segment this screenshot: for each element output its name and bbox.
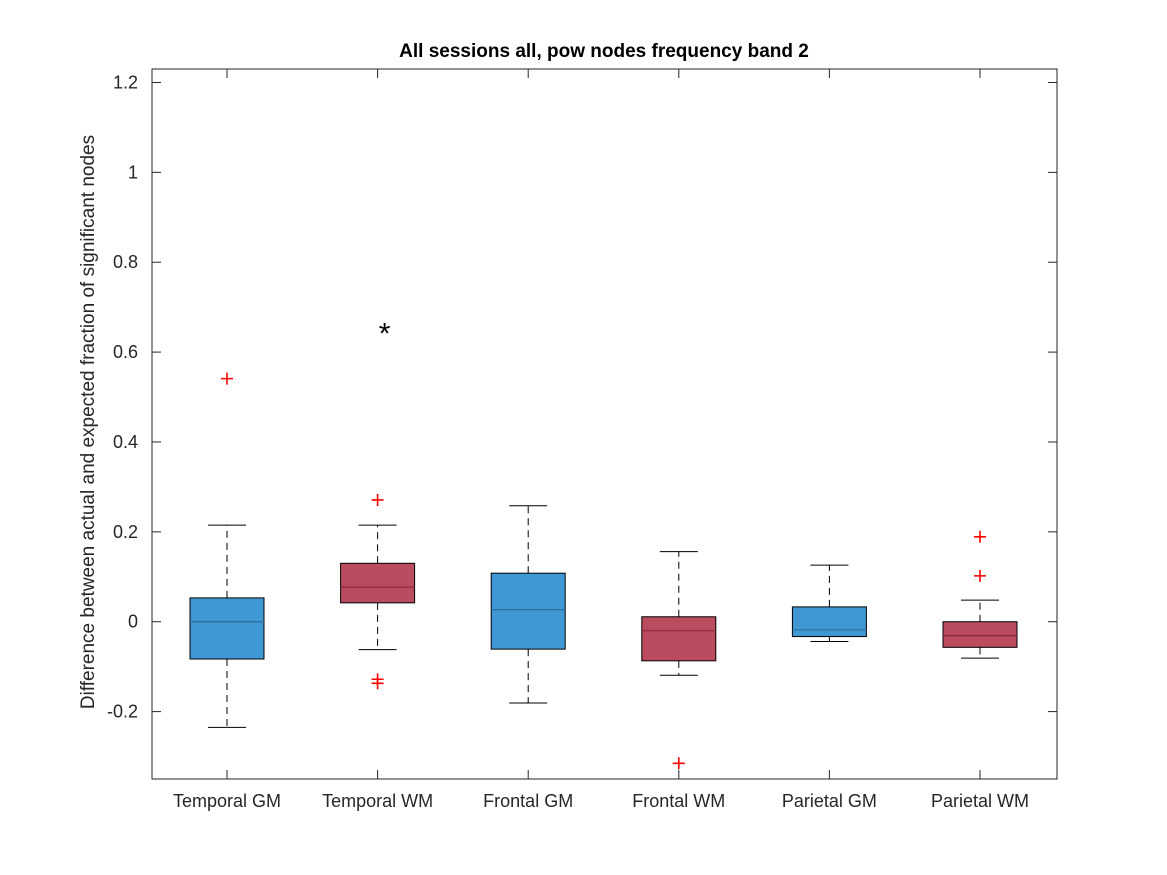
x-tick-label: Temporal GM: [173, 791, 281, 811]
axes-frame: [151, 68, 1058, 780]
y-tick-label: 0: [128, 612, 138, 632]
outlier-marker: [371, 677, 384, 690]
x-tick-label: Temporal WM: [322, 791, 433, 811]
box: [340, 562, 416, 604]
x-tick-label: Frontal WM: [632, 791, 725, 811]
y-tick-label: 1.2: [113, 72, 138, 92]
y-tick-label: 0.6: [113, 342, 138, 362]
chart-title: All sessions all, pow nodes frequency ba…: [399, 41, 809, 62]
plot-area: -0.2 0 0.2 0.4 0.6 0.8 1 1.2 Temporal GM Temporal…: [107, 68, 1058, 811]
y-tick-label: 0.2: [113, 522, 138, 542]
outlier-marker: [672, 757, 685, 770]
outlier-marker: [221, 372, 233, 385]
box: [791, 606, 867, 638]
y-tick-label: -0.2: [107, 702, 138, 722]
outlier-marker: [974, 530, 986, 543]
y-axis-label: Difference between actual and expected f…: [78, 135, 99, 709]
box: [490, 572, 566, 650]
x-tick-label: Parietal WM: [931, 791, 1029, 811]
y-tick-label: 0.4: [113, 432, 138, 452]
box: [189, 597, 265, 660]
significance-star: *: [379, 317, 391, 350]
box: [942, 621, 1018, 648]
y-tick-label: 0.8: [113, 252, 138, 272]
y-tick-label: 1: [128, 162, 138, 182]
box: [641, 616, 717, 662]
outlier-marker: [974, 569, 986, 582]
x-tick-label: Parietal GM: [782, 791, 877, 811]
x-tick-label: Frontal GM: [483, 791, 573, 811]
outlier-marker: [371, 493, 384, 506]
